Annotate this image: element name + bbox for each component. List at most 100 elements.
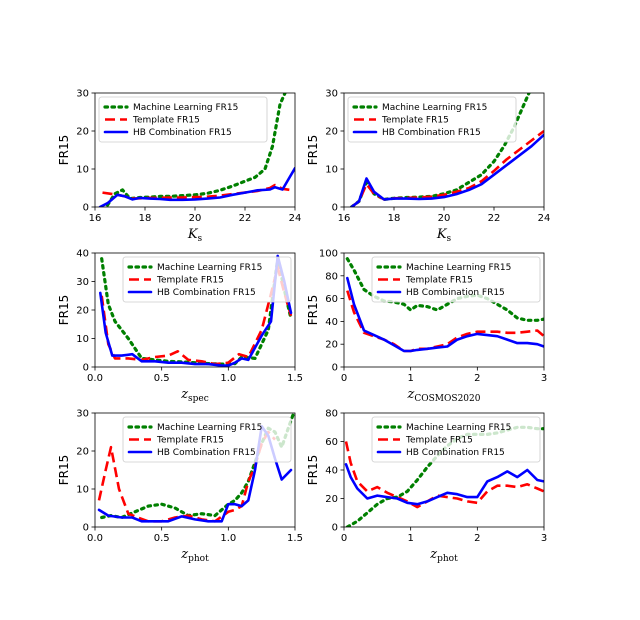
y-tick-label: 0 [83, 363, 89, 374]
x-tick-label: 24 [289, 213, 302, 224]
y-tick-label: 60 [325, 437, 338, 448]
legend: Machine Learning FR15 Template FR15 HB Com… [371, 256, 541, 303]
x-tick-label: 2 [474, 533, 480, 544]
y-tick-label: 10 [76, 334, 89, 345]
x-axis-label: zspec [180, 387, 209, 404]
x-tick-label: 1 [407, 373, 413, 384]
x-tick-label: 22 [239, 213, 252, 224]
legend-label-ml: Machine Learning FR15 [406, 263, 511, 273]
series-line-hb [98, 166, 295, 207]
legend-label-ml: Machine Learning FR15 [406, 423, 511, 433]
y-tick-label: 10 [76, 485, 89, 496]
y-tick-label: 10 [325, 165, 338, 176]
y-tick-label: 30 [76, 277, 89, 288]
y-tick-label: 40 [76, 249, 89, 260]
y-axis-label: FR15 [57, 455, 71, 486]
y-tick-label: 80 [325, 409, 338, 420]
x-tick-label: 0.0 [87, 533, 103, 544]
legend-label-hb: HB Combination FR15 [382, 128, 481, 138]
x-tick-label: 1.5 [287, 373, 303, 384]
x-tick-label: 0.5 [154, 373, 170, 384]
y-tick-label: 20 [76, 306, 89, 317]
y-tick-label: 80 [325, 271, 338, 282]
x-tick-label: 16 [89, 213, 102, 224]
y-tick-label: 20 [76, 127, 89, 138]
legend-label-hb: HB Combination FR15 [157, 288, 256, 298]
x-axis-label: zphot [180, 547, 209, 564]
legend-box [122, 256, 292, 303]
legend: Machine Learning FR15 Template FR15 HB Com… [98, 96, 268, 143]
y-tick-label: 40 [325, 317, 338, 328]
x-tick-label: 0.5 [154, 533, 170, 544]
legend-label-hb: HB Combination FR15 [406, 448, 505, 458]
x-tick-label: 0 [341, 533, 347, 544]
x-tick-label: 1.5 [287, 533, 303, 544]
x-tick-label: 0.0 [87, 373, 103, 384]
y-axis-label: FR15 [306, 455, 320, 486]
chart-panel-1: 16 18 20 22 24 0 10 20 30 Ks FR15 Machine Learning … [57, 89, 301, 245]
y-tick-label: 0 [83, 523, 89, 534]
series-line-hb [99, 254, 293, 367]
x-axis-label: zCOSMOS2020 [407, 387, 481, 404]
y-axis-label: FR15 [57, 295, 71, 326]
x-tick-label: 20 [189, 213, 202, 224]
series-group [99, 254, 293, 367]
series-group [98, 93, 295, 207]
x-tick-label: 0 [341, 373, 347, 384]
chart-panel-5: 0.0 0.5 1.0 1.5 0 10 20 30 zphot FR15 Machine Lear… [57, 409, 303, 565]
x-tick-label: 3 [541, 373, 547, 384]
y-tick-label: 40 [325, 466, 338, 477]
x-tick-label: 24 [538, 213, 551, 224]
legend-label-template: Template FR15 [405, 276, 473, 286]
legend-label-ml: Machine Learning FR15 [157, 423, 262, 433]
x-tick-label: 20 [438, 213, 451, 224]
legend-label-template: Template FR15 [156, 436, 224, 446]
y-tick-label: 0 [332, 363, 338, 374]
x-axis-label: Ks [187, 227, 203, 244]
y-tick-label: 20 [76, 447, 89, 458]
chart-panel-6: 0 1 2 3 0 20 40 60 80 zphot FR15 Machine Learning F… [306, 409, 547, 565]
legend-label-ml: Machine Learning FR15 [157, 263, 262, 273]
y-axis-label: FR15 [306, 135, 320, 166]
y-tick-label: 60 [325, 294, 338, 305]
legend: Machine Learning FR15 Template FR15 HB Com… [122, 416, 292, 463]
y-axis-label: FR15 [306, 295, 320, 326]
x-tick-label: 22 [488, 213, 501, 224]
y-tick-label: 20 [325, 494, 338, 505]
y-tick-label: 0 [83, 203, 89, 214]
x-tick-label: 1.0 [220, 373, 236, 384]
x-tick-label: 3 [541, 533, 547, 544]
legend-label-ml: Machine Learning FR15 [382, 103, 487, 113]
legend: Machine Learning FR15 Template FR15 HB Com… [371, 416, 541, 463]
legend-label-template: Template FR15 [405, 436, 473, 446]
legend-box [347, 96, 517, 143]
x-tick-label: 18 [388, 213, 401, 224]
legend-label-template: Template FR15 [381, 116, 449, 126]
legend: Machine Learning FR15 Template FR15 HB Com… [122, 256, 292, 303]
x-tick-label: 1.0 [220, 533, 236, 544]
legend-label-hb: HB Combination FR15 [133, 128, 232, 138]
y-tick-label: 30 [325, 89, 338, 100]
legend-label-template: Template FR15 [132, 116, 200, 126]
x-axis-label: zphot [429, 547, 458, 564]
series-group [349, 93, 544, 207]
legend-box [122, 416, 292, 463]
y-tick-label: 20 [325, 340, 338, 351]
chart-panel-3: 0.0 0.5 1.0 1.5 0 10 20 30 40 zspec FR15 Machine Le… [57, 249, 303, 405]
legend-label-hb: HB Combination FR15 [157, 448, 256, 458]
x-tick-label: 1 [407, 533, 413, 544]
legend-label-template: Template FR15 [156, 276, 224, 286]
y-tick-label: 0 [332, 523, 338, 534]
series-line-hb [344, 462, 544, 506]
legend-label-ml: Machine Learning FR15 [133, 103, 238, 113]
chart-panel-2: 16 18 20 22 24 0 10 20 30 Ks FR15 Machine Learning … [306, 89, 550, 245]
y-tick-label: 30 [76, 89, 89, 100]
series-line-hb [350, 133, 544, 207]
y-tick-label: 20 [325, 127, 338, 138]
series-line-hb [345, 276, 544, 353]
axes-frame [94, 412, 296, 528]
y-axis-label: FR15 [57, 135, 71, 166]
y-tick-label: 10 [76, 165, 89, 176]
y-tick-label: 100 [319, 249, 338, 260]
